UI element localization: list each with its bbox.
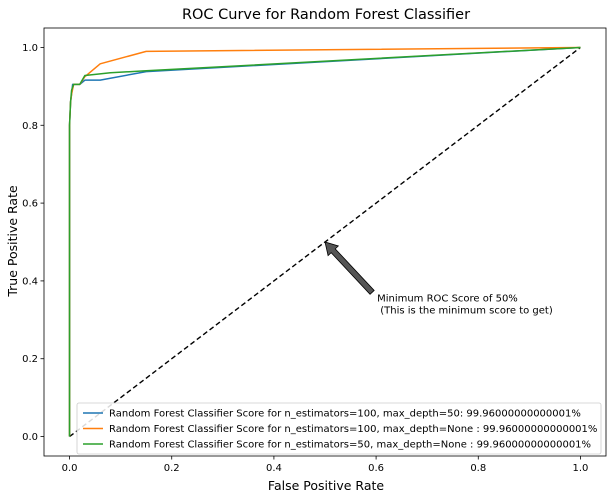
plot-area: 0.0 0.2 0.4 0.6 0.8 1.0 0.0 0.2 0.4 0.6 0.8 1.0 Mi… (22, 27, 607, 474)
y-axis-ticks: 0.0 0.2 0.4 0.6 0.8 1.0 (22, 43, 44, 443)
legend-entry-1: Random Forest Classifier Score for n_est… (109, 409, 581, 420)
x-tick-label: 0.0 (62, 463, 78, 474)
chart-title: ROC Curve for Random Forest Classifier (182, 7, 470, 23)
annotation-text-line1: Minimum ROC Score of 50% (377, 293, 518, 304)
annotation-text-line2: (This is the minimum score to get) (377, 305, 553, 316)
x-tick-label: 0.6 (368, 463, 384, 474)
x-tick-label: 1.0 (573, 463, 589, 474)
y-tick-label: 1.0 (22, 43, 38, 54)
x-axis-label: False Positive Rate (268, 478, 384, 493)
plot-frame (43, 27, 607, 457)
y-axis-label: True Positive Rate (5, 185, 20, 298)
x-tick-label: 0.8 (470, 463, 486, 474)
y-tick-label: 0.0 (22, 432, 38, 443)
y-tick-label: 0.4 (22, 276, 38, 287)
legend-box (76, 402, 602, 455)
legend-entry-2: Random Forest Classifier Score for n_est… (109, 424, 597, 435)
annotation: Minimum ROC Score of 50% (This is the mi… (324, 241, 553, 316)
series-line-3 (68, 46, 581, 437)
legend: Random Forest Classifier Score for n_est… (76, 402, 602, 455)
x-axis-ticks: 0.0 0.2 0.4 0.6 0.8 1.0 (62, 456, 589, 474)
annotation-arrow (324, 241, 375, 295)
x-tick-label: 0.2 (164, 463, 180, 474)
y-tick-label: 0.8 (22, 121, 38, 132)
legend-entry-3: Random Forest Classifier Score for n_est… (109, 440, 591, 451)
x-tick-label: 0.4 (266, 463, 282, 474)
y-tick-label: 0.2 (22, 354, 38, 365)
y-tick-label: 0.6 (22, 199, 38, 210)
